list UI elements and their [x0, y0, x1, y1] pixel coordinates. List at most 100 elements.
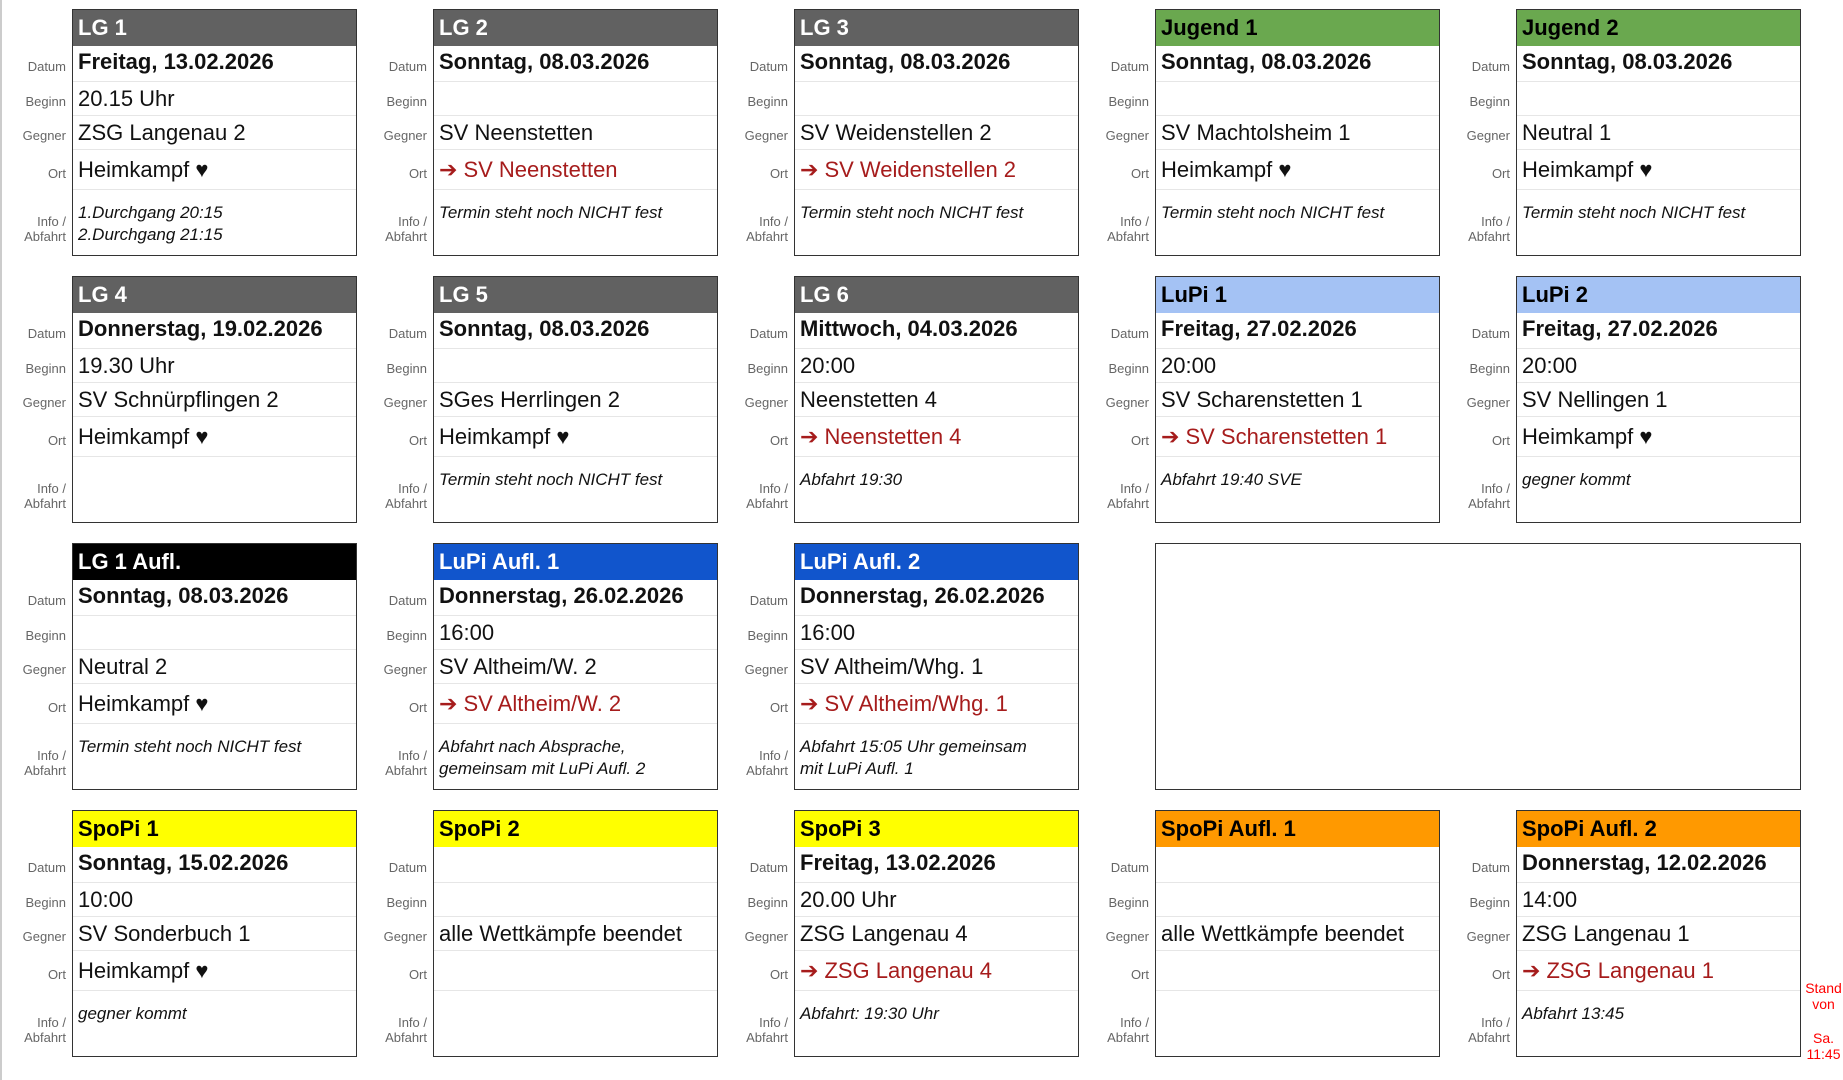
team-card: LuPi Aufl. 1 Donnerstag, 26.02.2026 16:00 S… — [433, 543, 718, 790]
location-text: Heimkampf ♥ — [78, 691, 209, 716]
location-value: ➔ SV Neenstetten — [434, 149, 717, 189]
location-text: Heimkampf ♥ — [1522, 157, 1653, 182]
location-value: Heimkampf ♥ — [434, 416, 717, 456]
team-title: Jugend 1 — [1156, 10, 1439, 46]
label-beginn: Beginn — [1469, 895, 1510, 910]
label-gegner: Gegner — [1105, 128, 1149, 143]
location-text: SV Altheim/Whg. 1 — [824, 691, 1008, 716]
location-value: Heimkampf ♥ — [73, 149, 356, 189]
start-value — [1156, 882, 1439, 916]
opponent-value: Neutral 1 — [1517, 115, 1800, 149]
label-info: Info / — [1481, 214, 1510, 229]
team-card: SpoPi Aufl. 2 Donnerstag, 12.02.2026 14:00… — [1516, 810, 1801, 1057]
team-card: LuPi Aufl. 2 Donnerstag, 26.02.2026 16:00 S… — [794, 543, 1079, 790]
opponent-value: SV Altheim/W. 2 — [434, 649, 717, 683]
label-datum: Datum — [749, 593, 788, 608]
info-value: Abfahrt: 19:30 Uhr — [795, 990, 1078, 1056]
info-value: 1.Durchgang 20:15 2.Durchgang 21:15 — [73, 189, 356, 255]
label-ort: Ort — [1491, 433, 1510, 448]
date-value: Freitag, 13.02.2026 — [800, 850, 996, 875]
location-text: Heimkampf ♥ — [1161, 157, 1292, 182]
info-line: 1.Durchgang 20:15 — [78, 203, 223, 222]
info-value: Termin steht noch NICHT fest — [434, 189, 717, 255]
label-abfahrt: Abfahrt — [746, 1030, 788, 1045]
info-line: mit LuPi Aufl. 1 — [800, 759, 914, 778]
team-title: LG 5 — [434, 277, 717, 313]
date-value: Freitag, 27.02.2026 — [1522, 316, 1718, 341]
team-card: SpoPi Aufl. 1 alle Wettkämpfe beendet — [1155, 810, 1440, 1057]
label-gegner: Gegner — [22, 128, 66, 143]
label-datum: Datum — [1471, 59, 1510, 74]
info-value: Abfahrt 19:30 — [795, 456, 1078, 522]
team-card: LG 5 Sonntag, 08.03.2026 SGes Herrlingen 2… — [433, 276, 718, 523]
info-line: Abfahrt 19:40 SVE — [1161, 470, 1302, 489]
label-abfahrt: Abfahrt — [24, 763, 66, 778]
info-value: Termin steht noch NICHT fest — [795, 189, 1078, 255]
team-card: LG 4 Donnerstag, 19.02.2026 19.30 Uhr SV Sc… — [72, 276, 357, 523]
team-cell: Datum Beginn Gegner Ort Info / Abfahrt LuPi Au… — [724, 543, 1079, 790]
location-text: ZSG Langenau 4 — [824, 958, 993, 983]
team-title: SpoPi Aufl. 2 — [1517, 811, 1800, 847]
team-card: SpoPi 1 Sonntag, 15.02.2026 10:00 SV Sonder… — [72, 810, 357, 1057]
info-line: Abfahrt: 19:30 Uhr — [800, 1004, 939, 1023]
opponent-value: alle Wettkämpfe beendet — [434, 916, 717, 950]
label-info: Info / — [37, 481, 66, 496]
label-abfahrt: Abfahrt — [746, 763, 788, 778]
info-line: Abfahrt 19:30 — [800, 470, 903, 489]
opponent-value: SV Neenstetten — [434, 115, 717, 149]
label-beginn: Beginn — [1108, 94, 1149, 109]
info-line: Abfahrt nach Absprache, — [439, 737, 626, 756]
date-value — [1156, 847, 1439, 882]
label-beginn: Beginn — [747, 94, 788, 109]
info-value — [1156, 990, 1439, 1056]
info-line: Termin steht noch NICHT fest — [800, 203, 1024, 222]
label-info: Info / — [1481, 1015, 1510, 1030]
team-cell: Datum Beginn Gegner Ort Info / Abfahrt LG 2 Son… — [363, 9, 718, 256]
date-value: Sonntag, 08.03.2026 — [439, 49, 650, 74]
team-card: LG 6 Mittwoch, 04.03.2026 20:00 Neenstetten… — [794, 276, 1079, 523]
location-value — [1156, 950, 1439, 990]
label-ort: Ort — [47, 166, 66, 181]
label-info: Info / — [37, 214, 66, 229]
label-abfahrt: Abfahrt — [1107, 1030, 1149, 1045]
label-info: Info / — [759, 481, 788, 496]
label-ort: Ort — [769, 433, 788, 448]
location-value: ➔ ZSG Langenau 1 — [1517, 950, 1800, 990]
team-card: Jugend 1 Sonntag, 08.03.2026 SV Machtolshe… — [1155, 9, 1440, 256]
date-value: Sonntag, 08.03.2026 — [1522, 49, 1733, 74]
team-cell: Datum Beginn Gegner Ort Info / Abfahrt SpoPi 2… — [363, 810, 718, 1057]
stand-timestamp: Stand von Sa. 11:45 — [1802, 980, 1843, 1062]
start-value: 14:00 — [1517, 882, 1800, 916]
team-card: LuPi 1 Freitag, 27.02.2026 20:00 SV Scharen… — [1155, 276, 1440, 523]
opponent-value: SV Scharenstetten 1 — [1156, 382, 1439, 416]
label-abfahrt: Abfahrt — [385, 1030, 427, 1045]
arrow-right-icon: ➔ — [800, 157, 819, 182]
label-gegner: Gegner — [383, 128, 427, 143]
label-beginn: Beginn — [1108, 895, 1149, 910]
label-abfahrt: Abfahrt — [24, 1030, 66, 1045]
arrow-right-icon: ➔ — [800, 691, 819, 716]
team-cell: Datum Beginn Gegner Ort Info / Abfahrt Jugend … — [1446, 9, 1801, 256]
team-card: LG 3 Sonntag, 08.03.2026 SV Weidenstellen … — [794, 9, 1079, 256]
location-value: ➔ ZSG Langenau 4 — [795, 950, 1078, 990]
start-value: 20.15 Uhr — [73, 81, 356, 115]
label-beginn: Beginn — [1469, 94, 1510, 109]
label-gegner: Gegner — [744, 929, 788, 944]
team-cell: Datum Beginn Gegner Ort Info / Abfahrt SpoPi 3… — [724, 810, 1079, 1057]
location-value: ➔ SV Altheim/Whg. 1 — [795, 683, 1078, 723]
team-title: SpoPi 3 — [795, 811, 1078, 847]
label-beginn: Beginn — [1108, 361, 1149, 376]
label-datum: Datum — [27, 860, 66, 875]
label-datum: Datum — [749, 326, 788, 341]
label-beginn: Beginn — [25, 94, 66, 109]
label-ort: Ort — [408, 166, 427, 181]
label-info: Info / — [759, 1015, 788, 1030]
opponent-value: SGes Herrlingen 2 — [434, 382, 717, 416]
label-ort: Ort — [1130, 967, 1149, 982]
start-value — [1156, 81, 1439, 115]
start-value — [1517, 81, 1800, 115]
arrow-right-icon: ➔ — [1522, 958, 1541, 983]
label-abfahrt: Abfahrt — [1107, 229, 1149, 244]
info-line: Termin steht noch NICHT fest — [1161, 203, 1385, 222]
date-value: Freitag, 13.02.2026 — [78, 49, 274, 74]
